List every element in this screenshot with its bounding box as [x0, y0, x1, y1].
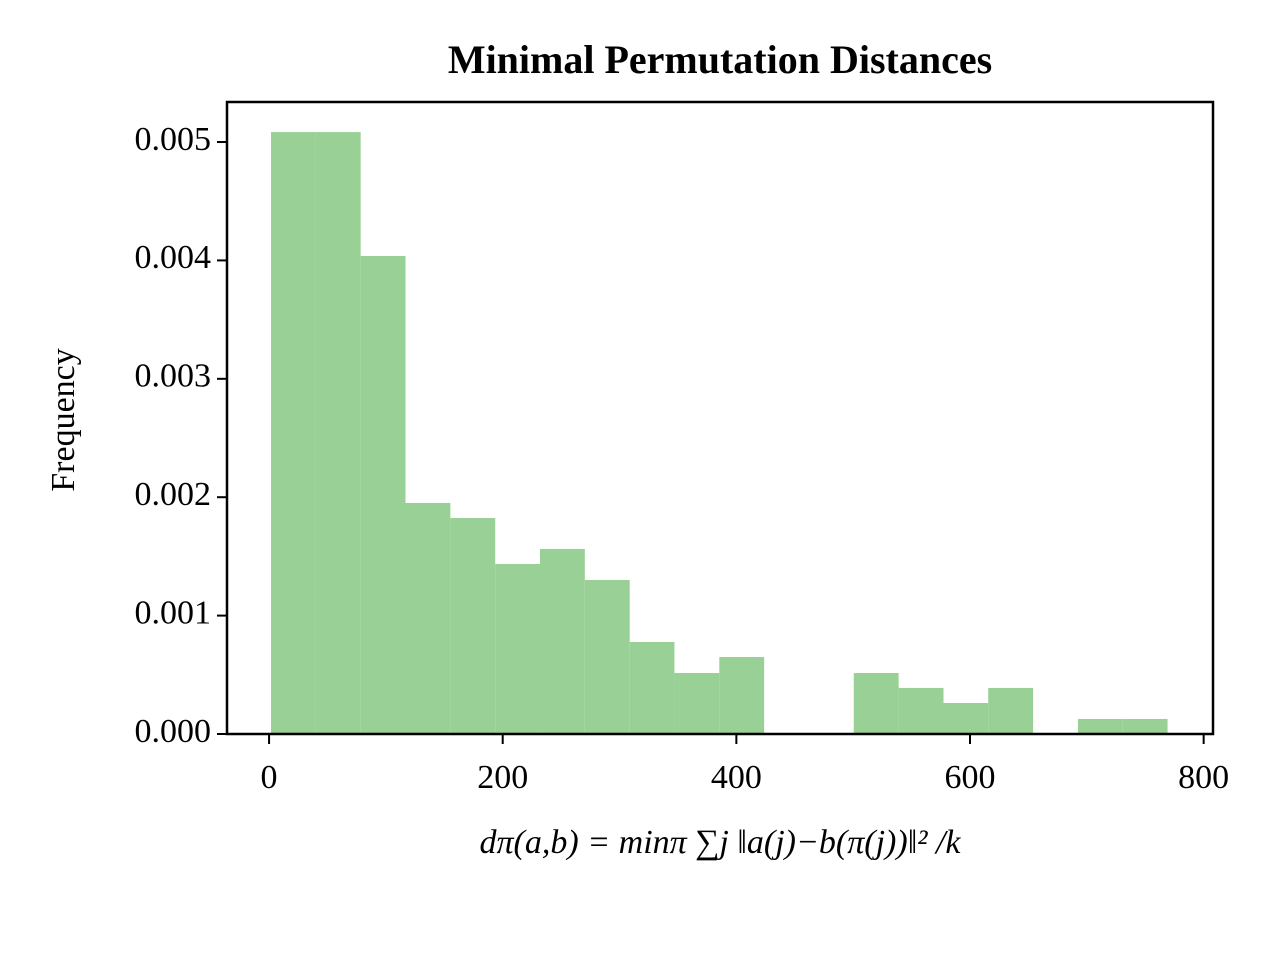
bar: [719, 657, 765, 734]
x-tick-label: 0: [261, 759, 278, 796]
y-tick-label: 0.005: [135, 121, 212, 158]
bar: [405, 503, 451, 734]
bar: [988, 687, 1034, 734]
x-tick-label: 600: [945, 759, 996, 796]
x-tick-label: 400: [711, 759, 762, 796]
bar: [853, 673, 899, 734]
x-tick-label: 800: [1178, 759, 1229, 796]
bar: [315, 132, 361, 734]
bar: [271, 132, 316, 734]
y-tick-label: 0.000: [135, 713, 212, 750]
bar: [539, 548, 585, 734]
y-axis-label: Frequency: [45, 348, 82, 492]
bar: [898, 687, 944, 734]
bar: [584, 579, 630, 734]
bar: [674, 673, 720, 734]
chart-title: Minimal Permutation Distances: [448, 37, 992, 82]
y-tick-label: 0.001: [135, 594, 212, 631]
plot-frame: [225, 100, 1215, 736]
x-tick-label: 200: [477, 759, 528, 796]
bar: [495, 563, 540, 734]
bar: [1122, 718, 1168, 734]
bar: [450, 518, 496, 734]
y-tick-label: 0.002: [135, 476, 212, 513]
bar: [943, 702, 989, 734]
y-tick-label: 0.004: [135, 239, 212, 276]
bar: [1077, 718, 1123, 734]
bar: [360, 256, 406, 734]
bar: [629, 642, 675, 734]
x-axis-label: dπ(a,b) = minπ ∑j ‖a(j)−b(π(j))‖² /k: [480, 824, 962, 861]
y-tick-label: 0.003: [135, 358, 212, 395]
